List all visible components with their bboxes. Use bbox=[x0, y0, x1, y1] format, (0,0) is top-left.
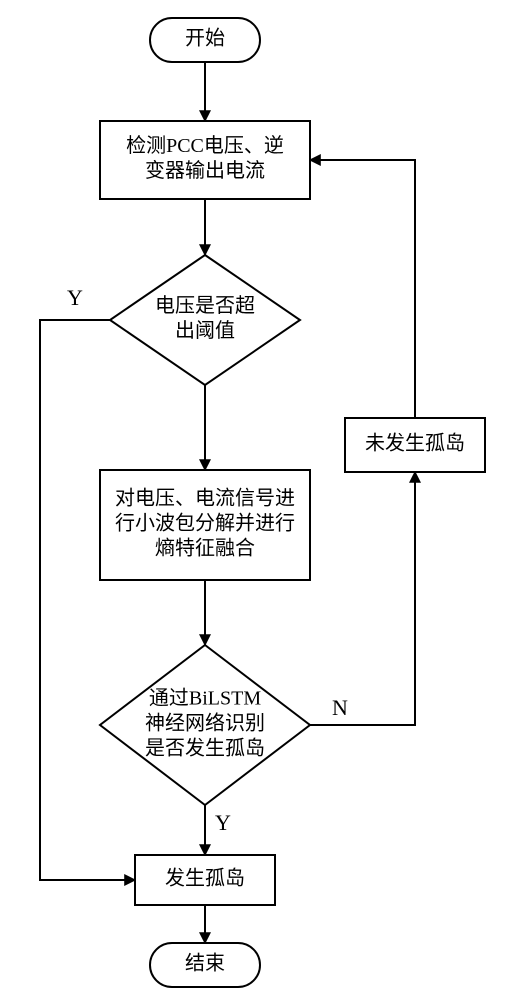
node-isIsl-line-0: 发生孤岛 bbox=[165, 867, 245, 890]
node-start: 开始 bbox=[150, 18, 260, 62]
node-bilstm: 通过BiLSTM神经网络识别是否发生孤岛 bbox=[100, 645, 310, 805]
node-isIsl: 发生孤岛 bbox=[135, 855, 275, 905]
node-bilstm-line-1: 神经网络识别 bbox=[145, 712, 265, 735]
node-thresh-line-1: 出阈值 bbox=[175, 319, 235, 342]
flowchart-canvas: 开始检测PCC电压、逆变器输出电流电压是否超出阈值未发生孤岛对电压、电流信号进行… bbox=[0, 0, 513, 1000]
node-wavelet-line-2: 熵特征融合 bbox=[155, 537, 255, 560]
node-bilstm-line-0: 通过BiLSTM bbox=[149, 687, 261, 710]
edge-label: Y bbox=[215, 810, 231, 835]
node-thresh-line-0: 电压是否超 bbox=[155, 294, 255, 317]
edge-label: Y bbox=[67, 285, 83, 310]
node-wavelet-line-0: 对电压、电流信号进 bbox=[115, 487, 295, 510]
node-wavelet-line-1: 行小波包分解并进行 bbox=[115, 512, 295, 535]
node-detect: 检测PCC电压、逆变器输出电流 bbox=[100, 121, 310, 199]
node-end-line-0: 结束 bbox=[185, 952, 225, 975]
node-detect-line-0: 检测PCC电压、逆 bbox=[126, 134, 284, 157]
node-noIsl-line-0: 未发生孤岛 bbox=[365, 432, 465, 455]
node-start-line-0: 开始 bbox=[185, 27, 225, 50]
node-wavelet: 对电压、电流信号进行小波包分解并进行熵特征融合 bbox=[100, 470, 310, 580]
node-detect-line-1: 变器输出电流 bbox=[145, 159, 265, 182]
node-thresh: 电压是否超出阈值 bbox=[110, 255, 300, 385]
node-noIsl: 未发生孤岛 bbox=[345, 418, 485, 472]
node-end: 结束 bbox=[150, 943, 260, 987]
edge-label: N bbox=[332, 695, 348, 720]
node-bilstm-line-2: 是否发生孤岛 bbox=[145, 737, 265, 760]
